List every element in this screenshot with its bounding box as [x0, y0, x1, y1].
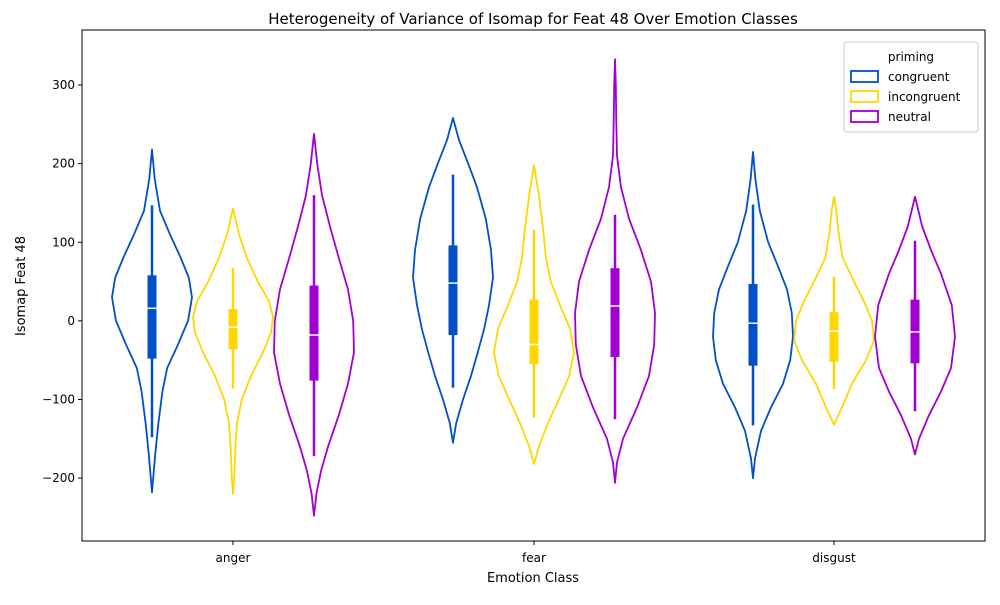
- iqr-box-congruent-disgust: [748, 283, 758, 366]
- iqr-box-neutral-fear: [610, 268, 620, 358]
- y-tick-label: 100: [52, 235, 75, 249]
- x-tick-label-disgust: disgust: [812, 551, 856, 565]
- legend-frame: [843, 41, 979, 133]
- iqr-box-congruent-fear: [448, 245, 458, 336]
- violin-neutral-disgust: [874, 195, 956, 456]
- x-tick-label-anger: anger: [216, 551, 251, 565]
- iqr-box-incongruent-disgust: [829, 312, 839, 362]
- violin-congruent-disgust: [712, 151, 794, 479]
- iqr-box-congruent-anger: [147, 275, 157, 359]
- x-tick-label-fear: fear: [522, 551, 546, 565]
- iqr-box-incongruent-fear: [529, 299, 539, 365]
- y-tick-label: 200: [52, 157, 75, 171]
- y-tick-label: 0: [67, 314, 75, 328]
- violin-layer: [111, 58, 956, 517]
- chart-title: Heterogeneity of Variance of Isomap for …: [268, 10, 798, 28]
- legend-label-incongruent: incongruent: [888, 90, 961, 104]
- iqr-box-incongruent-anger: [228, 309, 238, 350]
- legend-swatch-neutral: [850, 110, 879, 123]
- violin-congruent-fear: [412, 117, 494, 444]
- legend-swatch-congruent: [850, 70, 879, 83]
- y-axis-ticks: −200 −100 0 100 200 300: [42, 78, 82, 485]
- x-axis-ticks: anger fear disgust: [216, 541, 856, 565]
- x-axis-label: Emotion Class: [487, 571, 579, 586]
- y-tick-label: −100: [42, 392, 75, 406]
- violin-incongruent-fear: [493, 164, 575, 465]
- violin-neutral-anger: [273, 132, 355, 517]
- violin-incongruent-anger: [192, 207, 274, 495]
- violin-congruent-anger: [111, 148, 193, 494]
- violin-neutral-fear: [574, 58, 656, 484]
- legend-swatch-incongruent: [850, 90, 879, 103]
- legend-label-neutral: neutral: [888, 110, 931, 124]
- legend-title: priming: [888, 50, 934, 64]
- y-tick-label: 300: [52, 78, 75, 92]
- iqr-box-neutral-anger: [309, 285, 319, 381]
- legend-label-congruent: congruent: [888, 70, 950, 84]
- violin-incongruent-disgust: [793, 195, 875, 426]
- legend: priming congruent incongruent neutral: [843, 41, 979, 133]
- y-tick-label: −200: [42, 471, 75, 485]
- y-axis-label: Isomap Feat 48: [14, 236, 29, 336]
